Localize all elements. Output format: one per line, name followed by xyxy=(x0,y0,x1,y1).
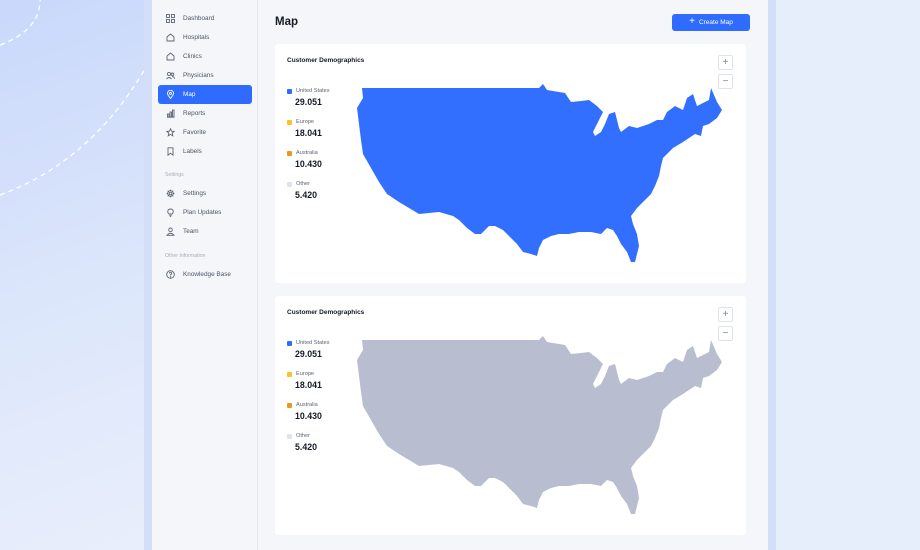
zoom-in-button[interactable]: + xyxy=(718,307,733,322)
users-icon xyxy=(166,71,175,80)
bar-chart-icon xyxy=(166,109,175,118)
app-window: Dashboard Hospitals Clinics Physicians M… xyxy=(144,0,776,550)
sidebar: Dashboard Hospitals Clinics Physicians M… xyxy=(152,0,258,550)
bookmark-icon xyxy=(166,147,175,156)
legend-swatch xyxy=(287,181,292,187)
card-title: Customer Demographics xyxy=(287,309,365,316)
legend-label: United States xyxy=(296,88,330,94)
legend-label: Europe xyxy=(296,119,315,125)
sidebar-item-reports[interactable]: Reports xyxy=(158,104,252,123)
map-card: Customer Demographics United States 29.0… xyxy=(275,296,746,535)
sidebar-item-physicians[interactable]: Physicians xyxy=(158,66,252,85)
legend-item-europe: Europe 18.041 xyxy=(287,119,322,138)
background-decoration xyxy=(0,0,160,550)
home-icon xyxy=(166,52,175,61)
legend-label: Australia xyxy=(296,150,318,156)
legend-label: Other xyxy=(296,181,310,187)
sidebar-item-label: Team xyxy=(183,228,199,235)
usa-map[interactable] xyxy=(357,336,727,516)
legend-value: 5.420 xyxy=(295,442,318,452)
sidebar-item-hospitals[interactable]: Hospitals xyxy=(158,28,252,47)
legend-item-europe: Europe 18.041 xyxy=(287,371,322,390)
section-label-other-information: Other Information xyxy=(165,253,206,259)
sidebar-item-label: Map xyxy=(183,91,196,98)
legend-value: 29.051 xyxy=(295,97,322,107)
home-icon xyxy=(166,33,175,42)
sidebar-item-label: Reports xyxy=(183,110,206,117)
usa-country-shape[interactable] xyxy=(357,336,722,514)
legend-swatch xyxy=(287,371,292,377)
sidebar-item-labels[interactable]: Labels xyxy=(158,142,252,161)
usa-map[interactable] xyxy=(357,84,727,264)
usa-country-shape[interactable] xyxy=(357,84,722,262)
legend-value: 29.051 xyxy=(295,349,322,359)
legend-item-united-states: United States 29.051 xyxy=(287,88,330,107)
plus-icon: + xyxy=(689,16,695,27)
zoom-out-button[interactable]: − xyxy=(718,326,733,341)
help-circle-icon xyxy=(166,270,175,279)
sidebar-item-label: Hospitals xyxy=(183,34,210,41)
legend-item-australia: Australia 10.430 xyxy=(287,402,322,421)
legend-value: 10.430 xyxy=(295,411,322,421)
sidebar-item-label: Labels xyxy=(183,148,202,155)
star-icon xyxy=(166,128,175,137)
legend-value: 18.041 xyxy=(295,128,322,138)
legend-value: 18.041 xyxy=(295,380,322,390)
legend-item-other: Other 5.420 xyxy=(287,181,317,200)
sidebar-item-label: Plan Updates xyxy=(183,209,222,216)
create-map-button[interactable]: + Create Map xyxy=(672,14,750,31)
dashed-curve-decoration xyxy=(0,0,151,196)
main-content: Map + Create Map Customer Demographics U… xyxy=(258,0,768,550)
legend-swatch xyxy=(287,402,292,408)
sidebar-item-dashboard[interactable]: Dashboard xyxy=(158,9,252,28)
sidebar-item-knowledge-base[interactable]: Knowledge Base xyxy=(158,265,252,284)
legend-swatch xyxy=(287,150,292,156)
map-pin-icon xyxy=(166,90,175,99)
sidebar-item-settings[interactable]: Settings xyxy=(158,184,252,203)
sidebar-item-label: Clinics xyxy=(183,53,202,60)
sidebar-item-plan-updates[interactable]: Plan Updates xyxy=(158,203,252,222)
grid-icon xyxy=(166,14,175,23)
legend-label: Australia xyxy=(296,402,318,408)
create-map-button-label: Create Map xyxy=(698,19,733,26)
legend-item-united-states: United States 29.051 xyxy=(287,340,330,359)
legend-value: 5.420 xyxy=(295,190,318,200)
map-card: Customer Demographics United States 29.0… xyxy=(275,44,746,283)
lightbulb-icon xyxy=(166,208,175,217)
legend-item-australia: Australia 10.430 xyxy=(287,150,322,169)
legend-label: Other xyxy=(296,433,310,439)
sidebar-item-favorite[interactable]: Favorite xyxy=(158,123,252,142)
zoom-in-button[interactable]: + xyxy=(718,55,733,70)
user-icon xyxy=(166,227,175,236)
legend-swatch xyxy=(287,88,292,94)
background-right xyxy=(770,0,920,550)
sidebar-item-label: Favorite xyxy=(183,129,207,136)
legend-swatch xyxy=(287,340,292,346)
sidebar-item-clinics[interactable]: Clinics xyxy=(158,47,252,66)
page-title: Map xyxy=(275,16,298,28)
legend-swatch xyxy=(287,119,292,125)
gear-icon xyxy=(166,189,175,198)
sidebar-item-label: Knowledge Base xyxy=(183,271,231,278)
legend-swatch xyxy=(287,433,292,439)
sidebar-item-label: Settings xyxy=(183,190,207,197)
legend-item-other: Other 5.420 xyxy=(287,433,317,452)
legend-value: 10.430 xyxy=(295,159,322,169)
sidebar-item-map[interactable]: Map xyxy=(158,85,252,104)
zoom-out-button[interactable]: − xyxy=(718,74,733,89)
sidebar-item-team[interactable]: Team xyxy=(158,222,252,241)
sidebar-item-label: Dashboard xyxy=(183,15,215,22)
section-label-settings: Settings xyxy=(165,172,184,178)
sidebar-item-label: Physicians xyxy=(183,72,214,79)
legend-label: United States xyxy=(296,340,330,346)
card-title: Customer Demographics xyxy=(287,57,365,64)
legend-label: Europe xyxy=(296,371,315,377)
